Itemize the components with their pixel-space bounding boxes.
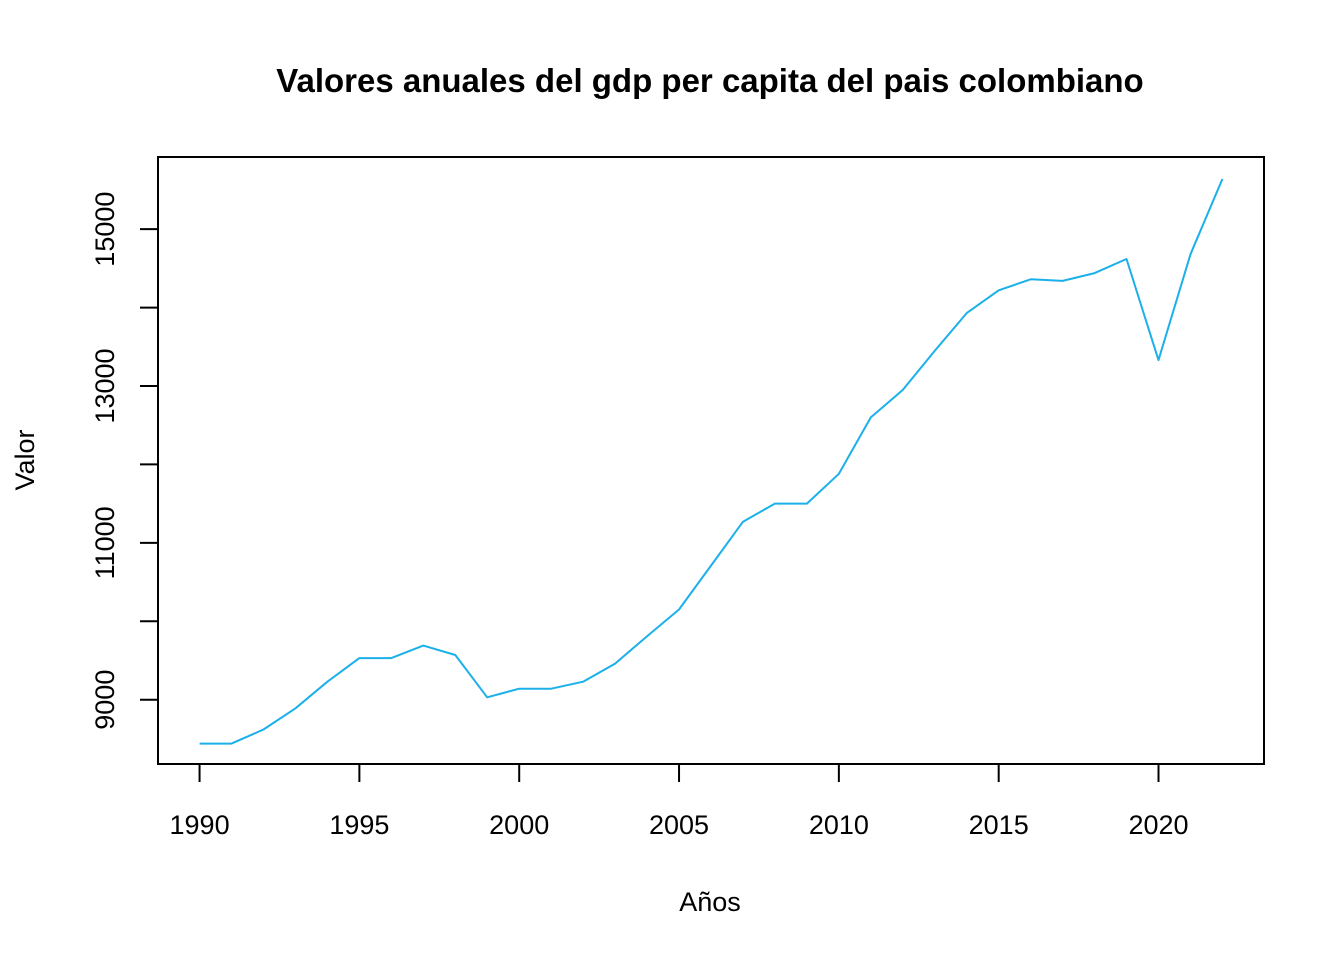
chart-title: Valores anuales del gdp per capita del p… — [276, 62, 1143, 99]
x-tick-label: 2005 — [649, 810, 709, 840]
x-tick-label: 2015 — [969, 810, 1029, 840]
x-tick-label: 1990 — [170, 810, 230, 840]
y-axis-label: Valor — [10, 429, 40, 490]
series-line-0 — [199, 178, 1224, 745]
x-tick-label: 2010 — [809, 810, 869, 840]
x-axis-label: Años — [679, 887, 741, 917]
x-axis: 1990 1995 2000 2005 2010 2015 2020 — [170, 763, 1189, 840]
plot-frame — [157, 156, 1265, 765]
x-tick-label: 2000 — [489, 810, 549, 840]
y-tick-label: 13000 — [90, 348, 120, 423]
x-tick-label: 1995 — [329, 810, 389, 840]
y-tick-label: 11000 — [90, 506, 120, 579]
plot-area — [199, 178, 1224, 745]
y-tick-label: 15000 — [90, 192, 120, 267]
y-axis: 9000 11000 13000 15000 — [90, 192, 159, 730]
y-tick-label: 9000 — [90, 670, 120, 730]
x-tick-label: 2020 — [1128, 810, 1188, 840]
